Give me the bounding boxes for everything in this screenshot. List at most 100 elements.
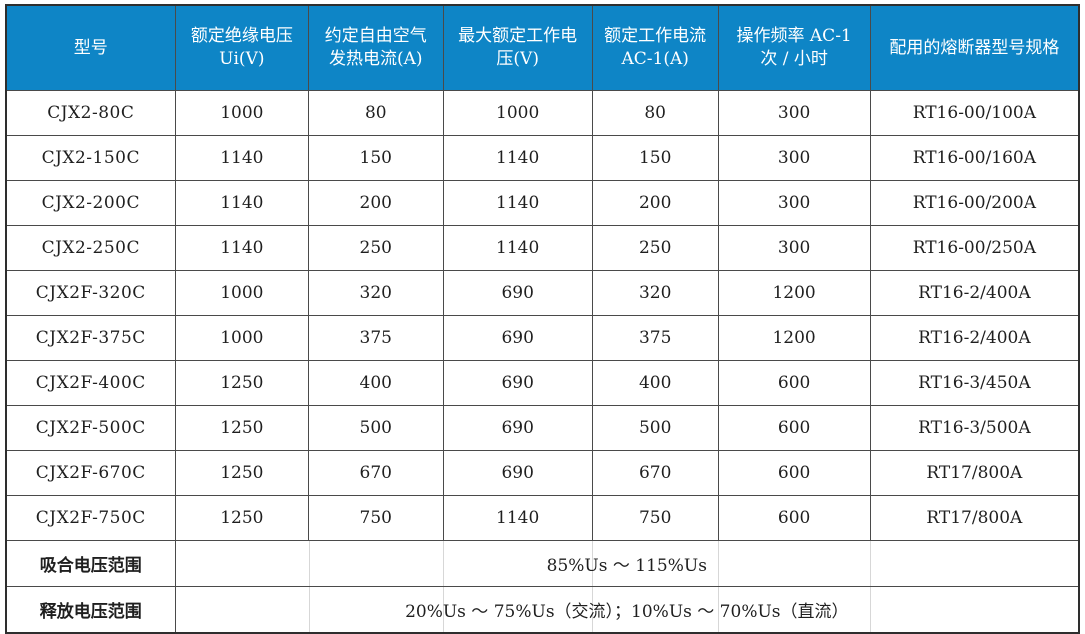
cell-ith: 150 xyxy=(308,135,444,181)
col-header-rated-working-current-ac1: 额定工作电流 AC-1(A) xyxy=(591,4,719,91)
cell-fuse: RT16-00/200A xyxy=(869,180,1080,226)
pickup-voltage-range-value: 85%Us ～ 115%Us xyxy=(174,540,1080,587)
cell-model: CJX2-150C xyxy=(5,135,176,181)
cell-ue: 1140 xyxy=(442,135,593,181)
cell-ue: 1140 xyxy=(442,495,593,541)
cell-model: CJX2F-375C xyxy=(5,315,176,361)
cell-op-frequency: 300 xyxy=(717,90,871,136)
cell-ie-ac1: 670 xyxy=(591,450,719,496)
faint-column-divider xyxy=(717,541,719,586)
cell-ie-ac1: 375 xyxy=(591,315,719,361)
faint-column-divider xyxy=(443,541,445,586)
cell-ie-ac1: 200 xyxy=(591,180,719,226)
cell-ie-ac1: 500 xyxy=(591,405,719,451)
col-header-max-rated-working-voltage: 最大额定工作电压(V) xyxy=(442,4,593,91)
cell-ith: 400 xyxy=(308,360,444,406)
page: 型号 额定绝缘电压 Ui(V) 约定自由空气发热电流(A) 最大额定工作电压(V… xyxy=(5,4,1080,634)
cell-ui: 1000 xyxy=(174,90,310,136)
cell-op-frequency: 1200 xyxy=(717,270,871,316)
table-row: CJX2F-320C 1000 320 690 320 1200 RT16-2/… xyxy=(5,270,1080,316)
faint-column-divider xyxy=(717,587,719,632)
cell-ith: 500 xyxy=(308,405,444,451)
cell-ui: 1140 xyxy=(174,180,310,226)
cell-model: CJX2F-670C xyxy=(5,450,176,496)
cell-ue: 690 xyxy=(442,315,593,361)
release-voltage-range-text: 20%Us ～ 75%Us（交流）；10%Us ～ 70%Us（直流） xyxy=(405,602,849,622)
cell-ue: 1000 xyxy=(442,90,593,136)
cell-ith: 250 xyxy=(308,225,444,271)
table-footer: 吸合电压范围 85%Us ～ 115%Us 释放电压范围 xyxy=(5,540,1080,634)
cell-op-frequency: 300 xyxy=(717,225,871,271)
table-row: CJX2-80C 1000 80 1000 80 300 RT16-00/100… xyxy=(5,90,1080,136)
faint-column-divider xyxy=(443,587,445,632)
cell-ue: 690 xyxy=(442,450,593,496)
cell-ui: 1140 xyxy=(174,135,310,181)
table-row: CJX2F-375C 1000 375 690 375 1200 RT16-2/… xyxy=(5,315,1080,361)
faint-column-divider xyxy=(308,587,310,632)
faint-column-divider xyxy=(869,587,871,632)
contactor-spec-table: 型号 额定绝缘电压 Ui(V) 约定自由空气发热电流(A) 最大额定工作电压(V… xyxy=(5,4,1080,634)
cell-op-frequency: 300 xyxy=(717,180,871,226)
cell-op-frequency: 600 xyxy=(717,495,871,541)
cell-ue: 690 xyxy=(442,270,593,316)
header-row: 型号 额定绝缘电压 Ui(V) 约定自由空气发热电流(A) 最大额定工作电压(V… xyxy=(5,4,1080,91)
cell-model: CJX2F-500C xyxy=(5,405,176,451)
cell-ui: 1000 xyxy=(174,315,310,361)
cell-ue: 690 xyxy=(442,405,593,451)
cell-ith: 375 xyxy=(308,315,444,361)
col-header-operating-frequency: 操作频率 AC-1 次 / 小时 xyxy=(717,4,871,91)
cell-ie-ac1: 400 xyxy=(591,360,719,406)
pickup-voltage-range-text: 85%Us ～ 115%Us xyxy=(546,556,707,576)
release-voltage-range-row: 释放电压范围 20%Us ～ 75%Us（交流）；10%Us ～ 70%Us（直… xyxy=(5,586,1080,634)
table-row: CJX2F-670C 1250 670 690 670 600 RT17/800… xyxy=(5,450,1080,496)
cell-fuse: RT17/800A xyxy=(869,450,1080,496)
cell-op-frequency: 600 xyxy=(717,405,871,451)
pickup-voltage-range-label: 吸合电压范围 xyxy=(5,540,176,587)
cell-ie-ac1: 320 xyxy=(591,270,719,316)
cell-fuse: RT16-2/400A xyxy=(869,315,1080,361)
faint-column-divider xyxy=(308,541,310,586)
pickup-voltage-range-row: 吸合电压范围 85%Us ～ 115%Us xyxy=(5,540,1080,587)
cell-ue: 1140 xyxy=(442,180,593,226)
table-row: CJX2F-400C 1250 400 690 400 600 RT16-3/4… xyxy=(5,360,1080,406)
cell-model: CJX2-250C xyxy=(5,225,176,271)
cell-ui: 1250 xyxy=(174,360,310,406)
cell-ui: 1140 xyxy=(174,225,310,271)
cell-ie-ac1: 80 xyxy=(591,90,719,136)
cell-ui: 1000 xyxy=(174,270,310,316)
cell-ith: 200 xyxy=(308,180,444,226)
cell-ui: 1250 xyxy=(174,450,310,496)
cell-model: CJX2F-320C xyxy=(5,270,176,316)
cell-ue: 690 xyxy=(442,360,593,406)
faint-column-divider xyxy=(592,541,594,586)
table-row: CJX2F-500C 1250 500 690 500 600 RT16-3/5… xyxy=(5,405,1080,451)
cell-model: CJX2-200C xyxy=(5,180,176,226)
cell-fuse: RT16-00/100A xyxy=(869,90,1080,136)
cell-op-frequency: 1200 xyxy=(717,315,871,361)
col-header-fuse-model: 配用的熔断器型号规格 xyxy=(869,4,1080,91)
release-voltage-range-value: 20%Us ～ 75%Us（交流）；10%Us ～ 70%Us（直流） xyxy=(174,586,1080,634)
cell-model: CJX2-80C xyxy=(5,90,176,136)
table-row: CJX2F-750C 1250 750 1140 750 600 RT17/80… xyxy=(5,495,1080,541)
faint-column-divider xyxy=(869,541,871,586)
table-header: 型号 额定绝缘电压 Ui(V) 约定自由空气发热电流(A) 最大额定工作电压(V… xyxy=(5,4,1080,91)
cell-ith: 750 xyxy=(308,495,444,541)
cell-ie-ac1: 150 xyxy=(591,135,719,181)
cell-fuse: RT16-3/500A xyxy=(869,405,1080,451)
col-header-free-air-thermal-current: 约定自由空气发热电流(A) xyxy=(308,4,444,91)
cell-ue: 1140 xyxy=(442,225,593,271)
cell-fuse: RT16-3/450A xyxy=(869,360,1080,406)
col-header-rated-insulation-voltage: 额定绝缘电压 Ui(V) xyxy=(174,4,310,91)
cell-ie-ac1: 250 xyxy=(591,225,719,271)
col-header-model: 型号 xyxy=(5,4,176,91)
cell-ui: 1250 xyxy=(174,405,310,451)
table-row: CJX2-150C 1140 150 1140 150 300 RT16-00/… xyxy=(5,135,1080,181)
table-body: CJX2-80C 1000 80 1000 80 300 RT16-00/100… xyxy=(5,90,1080,541)
cell-ie-ac1: 750 xyxy=(591,495,719,541)
cell-ui: 1250 xyxy=(174,495,310,541)
cell-fuse: RT16-00/160A xyxy=(869,135,1080,181)
release-voltage-range-label: 释放电压范围 xyxy=(5,586,176,634)
cell-fuse: RT17/800A xyxy=(869,495,1080,541)
faint-column-divider xyxy=(592,587,594,632)
cell-ith: 80 xyxy=(308,90,444,136)
